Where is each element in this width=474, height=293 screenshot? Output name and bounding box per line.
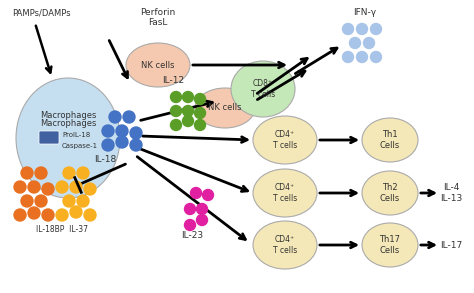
Text: NK cells: NK cells — [141, 60, 175, 69]
Text: IFN-γ: IFN-γ — [354, 8, 376, 17]
Ellipse shape — [362, 118, 418, 162]
Text: Th17
Cells: Th17 Cells — [380, 235, 401, 255]
Ellipse shape — [195, 88, 255, 128]
Text: Macrophages: Macrophages — [40, 110, 96, 120]
Text: Caspase-1: Caspase-1 — [62, 143, 98, 149]
Ellipse shape — [253, 116, 317, 164]
Text: Perforin
FasL: Perforin FasL — [140, 8, 176, 28]
Text: CD4⁺
T cells: CD4⁺ T cells — [273, 130, 297, 150]
Ellipse shape — [231, 61, 295, 117]
Circle shape — [21, 195, 33, 207]
Circle shape — [14, 181, 26, 193]
Circle shape — [197, 214, 208, 226]
Circle shape — [130, 139, 142, 151]
Circle shape — [184, 204, 195, 214]
Text: IL-18: IL-18 — [94, 155, 116, 164]
Ellipse shape — [16, 78, 120, 198]
Circle shape — [130, 127, 142, 139]
Text: IL-23: IL-23 — [181, 231, 203, 240]
Circle shape — [102, 125, 114, 137]
Ellipse shape — [253, 221, 317, 269]
Circle shape — [102, 139, 114, 151]
Ellipse shape — [253, 169, 317, 217]
Text: Macrophages: Macrophages — [40, 120, 96, 129]
Text: CD4⁺
T cells: CD4⁺ T cells — [273, 235, 297, 255]
Circle shape — [63, 167, 75, 179]
Circle shape — [197, 204, 208, 214]
Circle shape — [182, 91, 193, 103]
Circle shape — [84, 209, 96, 221]
Text: NK cells: NK cells — [208, 103, 242, 113]
Circle shape — [42, 183, 54, 195]
Circle shape — [63, 195, 75, 207]
Ellipse shape — [126, 43, 190, 87]
Circle shape — [356, 23, 367, 35]
Circle shape — [70, 206, 82, 218]
Circle shape — [364, 38, 374, 49]
Circle shape — [42, 209, 54, 221]
Circle shape — [84, 183, 96, 195]
Circle shape — [35, 167, 47, 179]
Text: Th2
Cells: Th2 Cells — [380, 183, 400, 203]
Circle shape — [116, 136, 128, 148]
Circle shape — [356, 52, 367, 62]
Circle shape — [109, 111, 121, 123]
Circle shape — [77, 167, 89, 179]
Circle shape — [14, 209, 26, 221]
Circle shape — [182, 105, 193, 117]
Circle shape — [202, 190, 213, 200]
Circle shape — [191, 188, 201, 198]
Circle shape — [56, 181, 68, 193]
Circle shape — [349, 38, 361, 49]
Circle shape — [182, 115, 193, 127]
Text: IL-12: IL-12 — [162, 76, 184, 85]
Text: CD4⁺
T cells: CD4⁺ T cells — [273, 183, 297, 203]
Circle shape — [28, 207, 40, 219]
Ellipse shape — [362, 223, 418, 267]
Text: IL-18BP  IL-37: IL-18BP IL-37 — [36, 225, 88, 234]
Circle shape — [194, 93, 206, 105]
Text: ProIL-18: ProIL-18 — [62, 132, 90, 138]
Text: IL-17: IL-17 — [440, 241, 462, 250]
Circle shape — [371, 52, 382, 62]
Text: Th1
Cells: Th1 Cells — [380, 130, 400, 150]
Circle shape — [171, 120, 182, 130]
Circle shape — [56, 209, 68, 221]
Circle shape — [194, 120, 206, 130]
Circle shape — [21, 167, 33, 179]
Circle shape — [116, 125, 128, 137]
Circle shape — [35, 195, 47, 207]
Circle shape — [184, 219, 195, 231]
Circle shape — [171, 105, 182, 117]
Circle shape — [343, 52, 354, 62]
Ellipse shape — [362, 171, 418, 215]
Text: IL-4
IL-13: IL-4 IL-13 — [440, 183, 462, 203]
Circle shape — [371, 23, 382, 35]
Circle shape — [123, 111, 135, 123]
Circle shape — [171, 91, 182, 103]
Text: PAMPs/DAMPs: PAMPs/DAMPs — [12, 8, 71, 17]
Circle shape — [194, 108, 206, 118]
Circle shape — [343, 23, 354, 35]
Circle shape — [70, 181, 82, 193]
Circle shape — [77, 195, 89, 207]
Text: CD8⁺
T cells: CD8⁺ T cells — [251, 79, 275, 99]
FancyBboxPatch shape — [39, 131, 59, 144]
Circle shape — [28, 181, 40, 193]
